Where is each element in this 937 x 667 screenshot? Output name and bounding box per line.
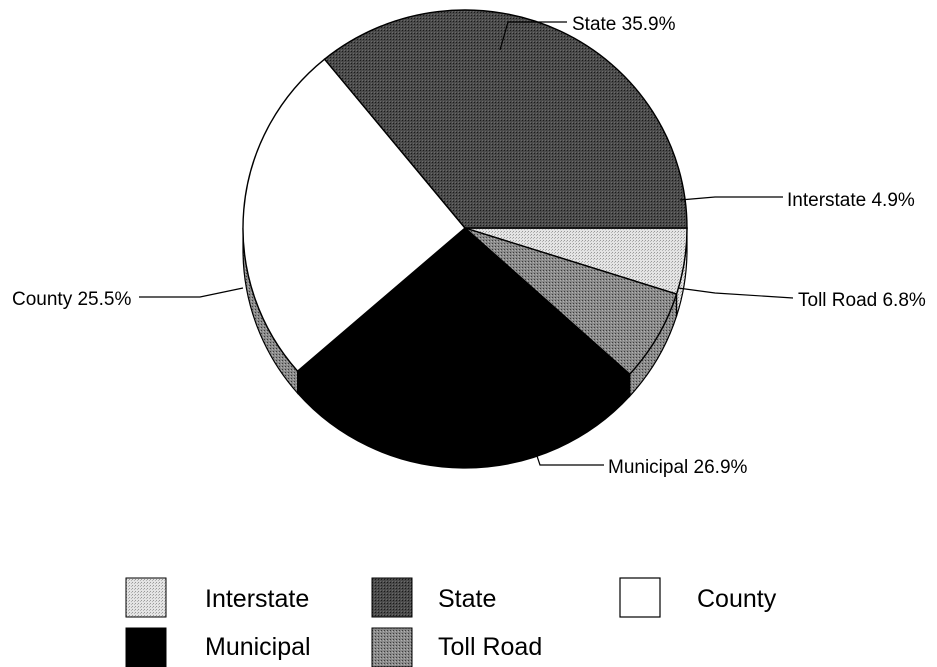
legend-label-municipal: Municipal [205,633,311,661]
leader-line-state [499,21,567,51]
leader-line-county [139,287,244,298]
legend-swatch-municipal [125,627,167,667]
slice-label-state: State 35.9% [572,14,676,35]
pie-top-face [242,9,688,447]
legend-swatch-county [619,577,661,618]
legend-label-interstate: Interstate [205,585,309,613]
pie-slice-municipal [296,227,631,447]
legend-label-county: County [697,585,777,613]
legend-swatch-interstate [125,577,167,618]
legend-swatch-toll-road [371,627,413,667]
slice-labels: Interstate 4.9% Toll Road 6.8% Municipal… [12,14,926,478]
slice-label-municipal: Municipal 26.9% [608,457,748,478]
slice-label-toll-road: Toll Road 6.8% [798,290,926,311]
legend-label-toll-road: Toll Road [438,633,542,661]
slice-label-county: County 25.5% [12,289,131,310]
leader-line-interstate [679,196,783,201]
legend-label-state: State [438,585,496,613]
legend-swatch-state [371,577,413,618]
slice-label-interstate: Interstate 4.9% [787,190,915,211]
leader-line-municipal [529,434,604,466]
leader-lines [139,21,794,466]
legend: Interstate State County Municipal Toll R… [125,577,777,667]
pie-slice-county [242,58,466,373]
leader-line-toll-road [677,287,794,299]
pie-slice-state [323,9,688,229]
